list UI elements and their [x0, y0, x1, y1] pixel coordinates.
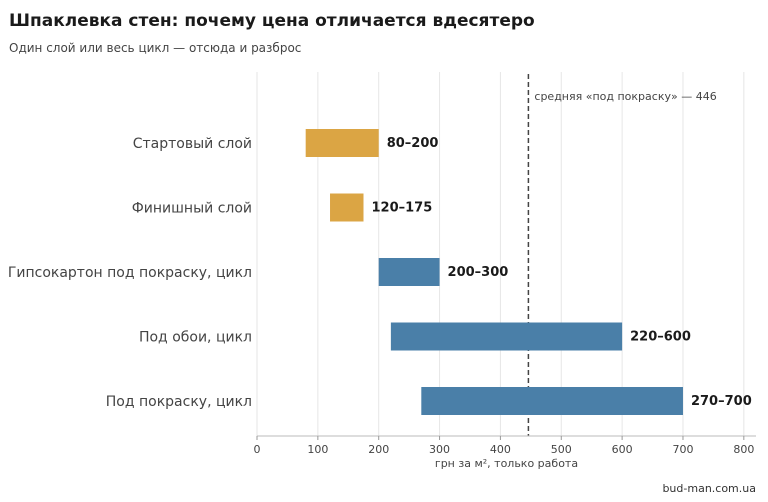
range-bar [378, 258, 440, 286]
x-axis-title: грн за м², только работа [435, 457, 578, 470]
x-tick-label: 100 [307, 443, 328, 456]
x-tick-label: 400 [490, 443, 511, 456]
x-tick-label: 700 [672, 443, 693, 456]
category-label: Под покраску, цикл [106, 394, 252, 410]
x-tick-label: 500 [551, 443, 572, 456]
x-tick-label: 200 [368, 443, 389, 456]
chart-title: Шпаклевка стен: почему цена отличается в… [9, 11, 535, 31]
value-label: 120–175 [371, 201, 432, 216]
source-credit: bud-man.com.ua [662, 482, 756, 495]
category-label: Стартовый слой [133, 136, 252, 152]
category-label: Гипсокартон под покраску, цикл [8, 265, 252, 281]
reference-line-label: средняя «под покраску» — 446 [534, 90, 716, 103]
value-label: 80–200 [387, 136, 439, 151]
chart-subtitle: Один слой или весь цикл — отсюда и разбр… [9, 41, 302, 55]
category-label: Под обои, цикл [139, 330, 252, 346]
value-label: 220–600 [630, 330, 691, 345]
x-tick-label: 300 [429, 443, 450, 456]
range-bar [330, 193, 364, 222]
range-bar [390, 322, 623, 351]
value-label: 200–300 [448, 265, 509, 280]
x-tick-label: 800 [733, 443, 754, 456]
value-label: 270–700 [691, 394, 752, 409]
x-tick-label: 0 [254, 443, 261, 456]
range-bar [305, 129, 379, 157]
category-label: Финишный слой [132, 201, 252, 217]
x-tick-label: 600 [612, 443, 633, 456]
range-bar [421, 387, 683, 415]
